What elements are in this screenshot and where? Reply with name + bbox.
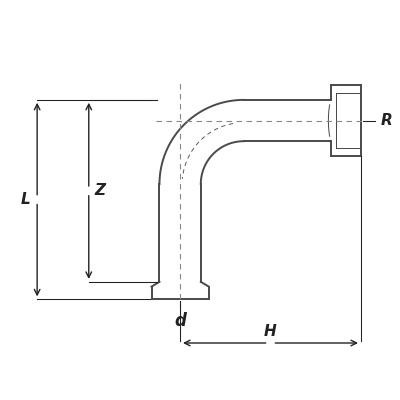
Text: d: d [174,312,186,330]
Text: H: H [264,324,277,339]
Text: R: R [381,113,392,128]
Text: L: L [21,192,31,207]
Text: Z: Z [94,183,106,198]
